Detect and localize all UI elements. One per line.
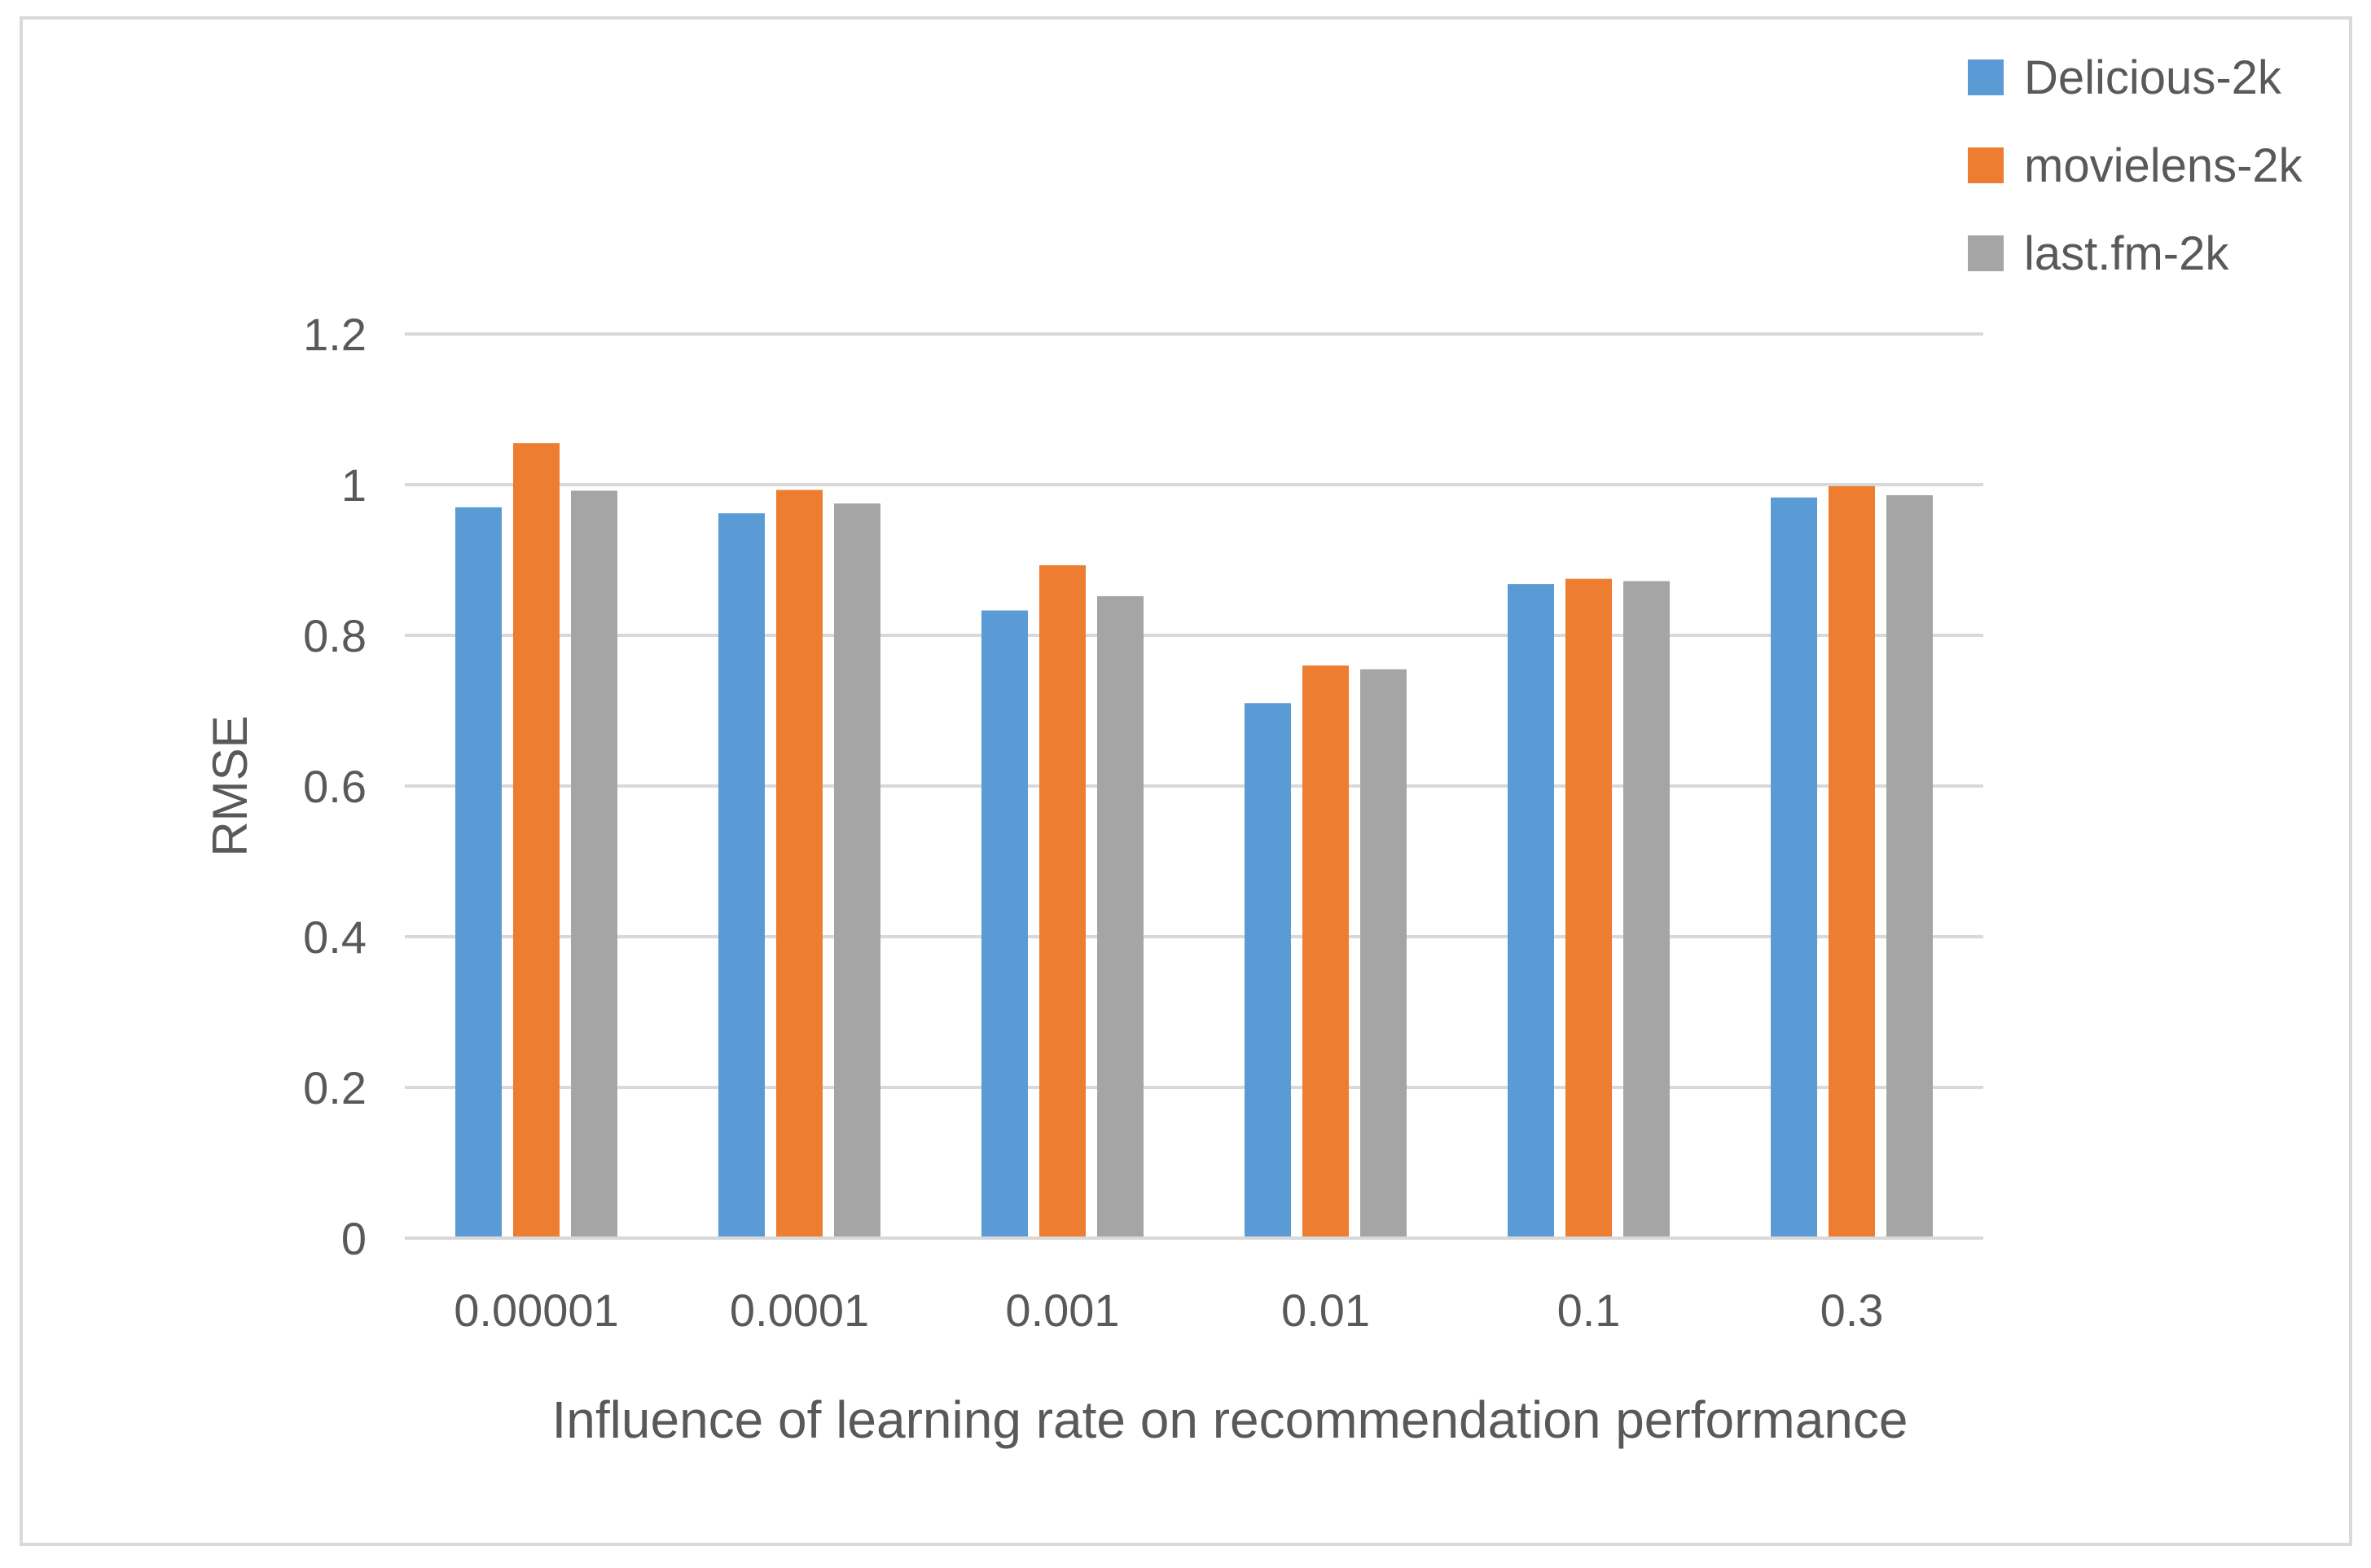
bar-movielens-2k-0.00001 (513, 443, 560, 1238)
legend-swatch (1968, 235, 2004, 271)
legend-swatch (1968, 147, 2004, 183)
legend-label: Delicious-2k (2024, 51, 2282, 104)
bar-last-fm-2k-0.001 (1097, 595, 1144, 1238)
x-tick-label: 0.001 (1005, 1285, 1119, 1336)
bar-last-fm-2k-0.3 (1886, 494, 1933, 1238)
bar-delicious-2k-0.01 (1245, 703, 1291, 1238)
legend-label: last.fm-2k (2024, 227, 2229, 280)
y-tick-label: 0.6 (303, 761, 367, 812)
bar-movielens-2k-0.1 (1565, 578, 1612, 1238)
y-tick-label: 0.8 (303, 610, 367, 661)
y-tick-label: 0.2 (303, 1062, 367, 1113)
y-axis-title: RMSE (203, 715, 257, 856)
legend-swatch (1968, 59, 2004, 95)
x-axis-tick-labels: 0.00001 0.0001 0.001 0.01 0.1 0.3 (454, 1285, 1883, 1336)
bars (455, 443, 1933, 1238)
y-tick-label: 0 (341, 1213, 367, 1264)
bar-last-fm-2k-0.00001 (571, 490, 617, 1238)
gridlines (405, 332, 1983, 1089)
y-tick-label: 1.2 (303, 309, 367, 360)
bar-movielens-2k-0.0001 (776, 490, 823, 1238)
x-axis-title: Influence of learning rate on recommenda… (552, 1390, 1908, 1449)
bar-delicious-2k-0.001 (981, 610, 1028, 1238)
bar-delicious-2k-0.00001 (455, 507, 502, 1238)
y-tick-label: 1 (341, 459, 367, 511)
x-tick-label: 0.1 (1557, 1285, 1621, 1336)
bar-movielens-2k-0.001 (1039, 564, 1086, 1238)
bar-delicious-2k-0.3 (1771, 497, 1817, 1238)
y-axis-tick-labels: 0 0.2 0.4 0.6 0.8 1 1.2 (303, 309, 367, 1264)
bar-delicious-2k-0.0001 (718, 513, 765, 1238)
x-tick-label: 0.01 (1281, 1285, 1370, 1336)
bar-last-fm-2k-0.0001 (834, 503, 880, 1238)
bar-movielens-2k-0.01 (1302, 665, 1349, 1238)
bar-last-fm-2k-0.1 (1623, 581, 1670, 1238)
bar-delicious-2k-0.1 (1508, 584, 1554, 1238)
bar-movielens-2k-0.3 (1829, 485, 1875, 1238)
chart-frame (20, 16, 2352, 1546)
bar-last-fm-2k-0.01 (1360, 669, 1407, 1238)
x-tick-label: 0.3 (1820, 1285, 1884, 1336)
y-tick-label: 0.4 (303, 911, 367, 963)
x-tick-label: 0.0001 (730, 1285, 869, 1336)
x-tick-label: 0.00001 (454, 1285, 618, 1336)
legend: Delicious-2k movielens-2k last.fm-2k (1968, 51, 2303, 280)
legend-label: movielens-2k (2024, 139, 2303, 192)
